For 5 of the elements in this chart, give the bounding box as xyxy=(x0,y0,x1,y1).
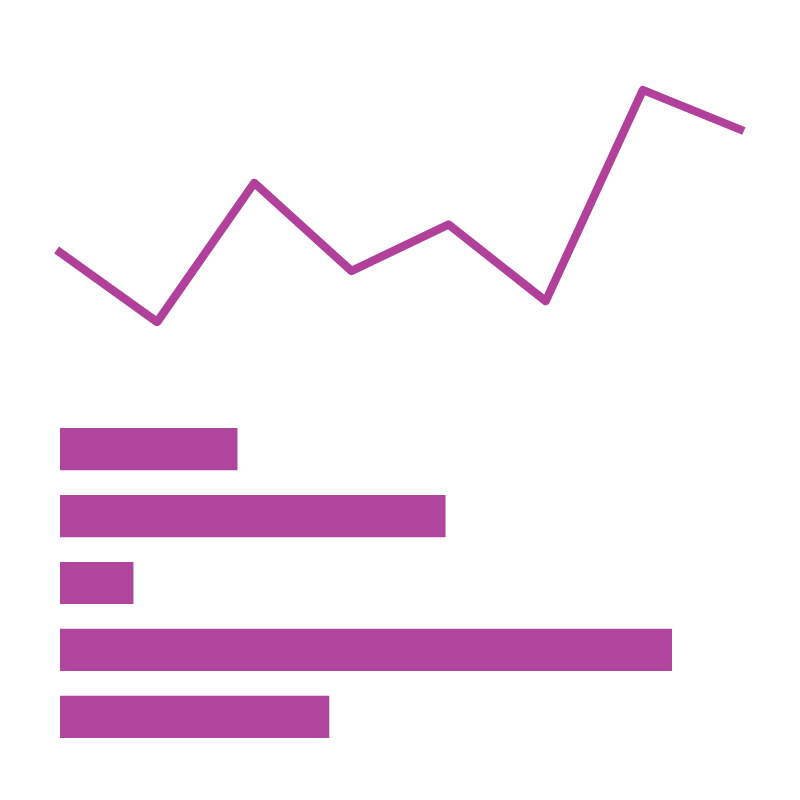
bar xyxy=(60,628,672,672)
bar xyxy=(60,695,330,738)
bar xyxy=(60,494,446,538)
bar xyxy=(60,428,238,471)
bar xyxy=(60,561,134,605)
